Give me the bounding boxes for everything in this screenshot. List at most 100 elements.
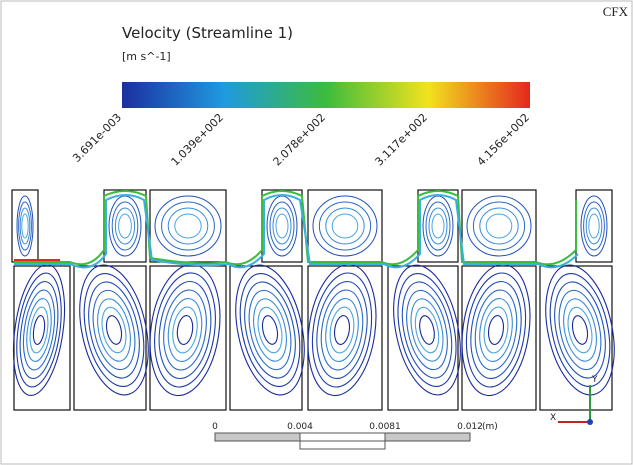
vortex-line <box>318 201 372 251</box>
vortex-line <box>325 207 365 245</box>
vortex-line <box>114 207 136 245</box>
x-axis-label: X <box>550 413 556 423</box>
vortex-line <box>397 273 457 387</box>
vortex-line <box>474 289 518 371</box>
cavity <box>307 265 383 411</box>
z-axis-dot <box>587 419 593 425</box>
vortex-line <box>414 306 440 354</box>
vortex-line <box>97 298 131 362</box>
vortex-line <box>312 195 378 257</box>
legend-unit: [m s^-1] <box>122 50 171 63</box>
vortex-line <box>261 315 279 345</box>
vortex-line <box>257 306 283 354</box>
vortex-line <box>487 315 505 345</box>
vortex-line <box>311 272 373 388</box>
vortex-line <box>167 207 209 245</box>
vortex-line <box>401 281 453 379</box>
vortex-line <box>580 195 608 257</box>
y-axis-label: Y <box>591 375 598 385</box>
vortex-line <box>158 280 212 380</box>
vortex-line <box>248 289 292 371</box>
logo: CFX <box>603 4 629 19</box>
vortex-line <box>325 298 359 362</box>
streamlines <box>12 190 615 397</box>
vortex-line <box>465 272 527 388</box>
scale-segment <box>299 440 386 450</box>
vortex-line <box>16 272 62 388</box>
vortex-line <box>485 213 513 239</box>
scale-label: 0 <box>212 422 218 432</box>
channel-streamline <box>14 194 579 269</box>
vortex-line <box>410 298 444 362</box>
vortex-line <box>316 280 368 380</box>
vortex-line <box>92 289 136 371</box>
vortex-line <box>19 281 59 379</box>
vortex-line <box>235 264 305 396</box>
vortex-line <box>479 207 519 245</box>
cavity <box>229 265 303 411</box>
vortex-line <box>393 264 461 396</box>
vortex-line <box>583 201 605 251</box>
vortex-line <box>428 207 448 245</box>
vortex-line <box>19 207 31 245</box>
legend-title: Velocity (Streamline 1) <box>122 24 293 42</box>
vortex-line <box>554 281 606 379</box>
vortex-line <box>32 315 46 345</box>
vortex-line <box>83 272 145 388</box>
vortex-line <box>18 201 32 251</box>
vortex-line <box>272 207 292 245</box>
vortex-line <box>483 306 509 354</box>
scale-segment <box>384 432 471 442</box>
vortex-line <box>466 195 532 257</box>
vortex-line <box>472 201 526 251</box>
vortex-line <box>154 272 216 388</box>
axis-triad: Y X <box>550 375 598 425</box>
scale-label: 0.012 <box>457 422 483 432</box>
vortex-line <box>585 207 603 245</box>
colorbar <box>122 82 530 108</box>
vortex-line <box>167 297 203 363</box>
vortex-line <box>431 213 445 239</box>
vortex-line <box>21 213 29 239</box>
vortex-line <box>105 315 123 345</box>
cavity <box>149 265 227 411</box>
vortex-line <box>101 306 127 354</box>
vortex-line <box>406 289 448 371</box>
channel-streamline <box>14 190 577 266</box>
scale-unit: (m) <box>482 422 498 432</box>
vortex-line <box>425 201 451 251</box>
vortex-line <box>563 298 597 362</box>
vortex-line <box>163 289 207 371</box>
groove <box>417 189 459 263</box>
vortex-line <box>545 264 615 396</box>
vortex-line <box>269 201 295 251</box>
vortex-line <box>470 280 522 380</box>
vortex-line <box>111 201 139 251</box>
vortex-line <box>479 298 513 362</box>
scale-bar <box>214 432 471 450</box>
vortex-line <box>329 306 355 354</box>
vortex-line <box>26 298 52 362</box>
scale-label: 0.004 <box>287 422 313 432</box>
vortex-line <box>419 315 435 345</box>
vortex-line <box>320 289 364 371</box>
groove <box>103 189 147 263</box>
vortex-line <box>154 195 222 257</box>
vortex-line <box>588 213 600 239</box>
scale-segment <box>214 432 301 442</box>
vortex-line <box>558 289 602 371</box>
groove <box>261 189 303 263</box>
vortex-line <box>118 213 132 239</box>
cavity <box>539 265 613 411</box>
cavity <box>461 265 537 411</box>
vortex-line <box>333 315 351 345</box>
vortex-line <box>253 298 287 362</box>
vortex-line <box>567 306 593 354</box>
vortex-line <box>16 195 34 257</box>
vortex-line <box>176 315 194 345</box>
vortex-line <box>172 306 198 354</box>
vortex-line <box>549 272 611 388</box>
groove <box>11 189 39 263</box>
vortex-line <box>88 281 140 379</box>
